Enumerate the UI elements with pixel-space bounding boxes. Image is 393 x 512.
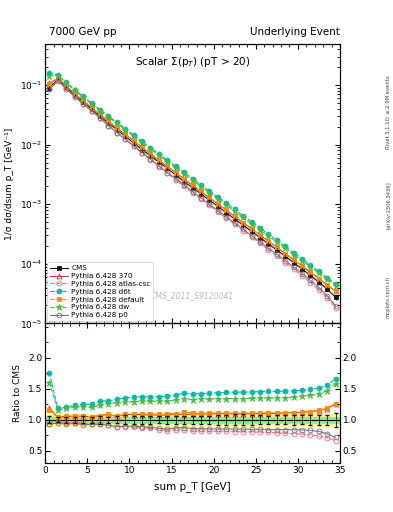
Y-axis label: Ratio to CMS: Ratio to CMS (13, 365, 22, 422)
Legend: CMS, Pythia 6.428 370, Pythia 6.428 atlas-csc, Pythia 6.428 d6t, Pythia 6.428 de: CMS, Pythia 6.428 370, Pythia 6.428 atla… (48, 262, 153, 321)
Text: mcplots.cern.ch: mcplots.cern.ch (386, 276, 391, 318)
Text: 7000 GeV pp: 7000 GeV pp (49, 27, 117, 37)
Text: Underlying Event: Underlying Event (250, 27, 340, 37)
X-axis label: sum p_T [GeV]: sum p_T [GeV] (154, 481, 231, 492)
Text: Scalar $\Sigma$(p$_T$) (pT > 20): Scalar $\Sigma$(p$_T$) (pT > 20) (135, 55, 250, 69)
Bar (45, 417, 340, 423)
Y-axis label: 1/σ dσ/dsum p_T [GeV⁻¹]: 1/σ dσ/dsum p_T [GeV⁻¹] (6, 127, 15, 240)
Text: Rivet 3.1.10; ≥ 2.9M events: Rivet 3.1.10; ≥ 2.9M events (386, 76, 391, 150)
Text: CMS_2011_S9120041: CMS_2011_S9120041 (151, 291, 234, 300)
Bar (45, 414, 340, 426)
Text: [arXiv:1306.3436]: [arXiv:1306.3436] (386, 181, 391, 229)
